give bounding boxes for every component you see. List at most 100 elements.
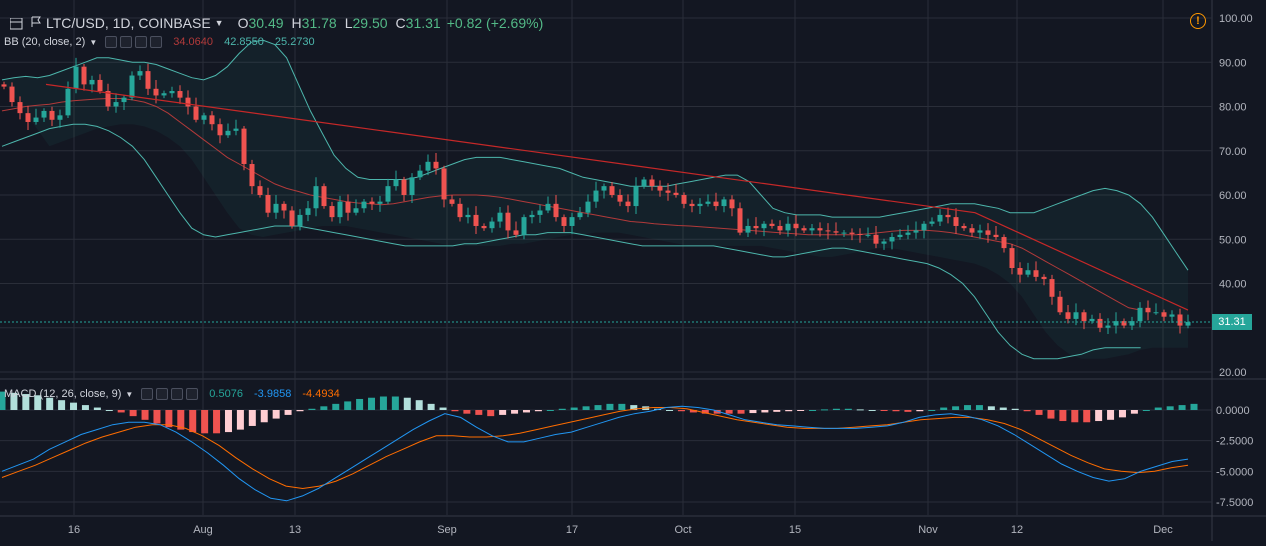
macd-hist-bar bbox=[356, 398, 364, 410]
more-icon[interactable] bbox=[171, 388, 184, 400]
macd-hist-bar bbox=[248, 410, 256, 426]
candle-body bbox=[281, 203, 287, 211]
candle-body bbox=[809, 228, 815, 231]
candle-body bbox=[521, 217, 527, 235]
macd-hist-bar bbox=[117, 410, 125, 413]
macd-hist-bar bbox=[880, 410, 888, 411]
candle-body bbox=[681, 195, 687, 204]
macd-hist-bar bbox=[10, 392, 18, 410]
macd-hist-bar bbox=[296, 410, 304, 412]
price-tick-label: 90.00 bbox=[1219, 57, 1247, 69]
macd-hist-bar bbox=[737, 410, 745, 414]
candle-body bbox=[1185, 321, 1191, 326]
candle-body bbox=[609, 186, 615, 195]
macd-hist-bar bbox=[403, 397, 411, 410]
candle-body bbox=[1033, 270, 1039, 277]
macd-hist-bar bbox=[904, 410, 912, 412]
candle-body bbox=[137, 71, 143, 76]
hide-icon[interactable] bbox=[141, 388, 154, 400]
candle-body bbox=[41, 110, 47, 118]
macd-hist-bar bbox=[1095, 410, 1103, 422]
macd-hist-bar bbox=[785, 410, 793, 412]
chevron-down-icon[interactable]: ▼ bbox=[89, 37, 98, 47]
hide-icon[interactable] bbox=[105, 36, 118, 48]
candle-body bbox=[1129, 321, 1135, 326]
macd-hist-bar bbox=[475, 410, 483, 415]
macd-hist-bar bbox=[34, 395, 42, 410]
warning-icon[interactable]: ! bbox=[1190, 13, 1206, 29]
price-tick-label: 100.00 bbox=[1219, 13, 1253, 25]
open-label: O bbox=[237, 15, 249, 31]
macd-hist-bar bbox=[677, 410, 685, 412]
candle-body bbox=[1025, 270, 1031, 275]
bb-name[interactable]: BB (20, close, 2) bbox=[4, 36, 86, 48]
bb-legend[interactable]: BB (20, close, 2) ▼ 34.0640 42.8550 25.2… bbox=[4, 36, 315, 48]
settings-icon[interactable] bbox=[156, 388, 169, 400]
macd-hist-bar bbox=[451, 410, 459, 412]
candle-body bbox=[825, 230, 831, 232]
bb-upper-value: 42.8550 bbox=[224, 36, 264, 48]
candle-body bbox=[865, 234, 871, 236]
macd-hist-bar bbox=[224, 410, 232, 433]
close-value: 31.31 bbox=[405, 15, 441, 31]
candle-body bbox=[369, 201, 375, 204]
candle-body bbox=[1065, 312, 1071, 319]
macd-tick-label: 0.0000 bbox=[1216, 405, 1250, 417]
flag-icon[interactable] bbox=[30, 15, 42, 31]
macd-hist-bar bbox=[856, 409, 864, 411]
candle-body bbox=[961, 225, 967, 229]
more-icon[interactable] bbox=[135, 36, 148, 48]
candle-body bbox=[593, 190, 599, 202]
candle-body bbox=[273, 203, 279, 213]
macd-hist-bar bbox=[1011, 408, 1019, 410]
macd-hist-bar bbox=[952, 406, 960, 410]
candle-body bbox=[1105, 325, 1111, 328]
macd-hist-bar bbox=[1071, 410, 1079, 423]
candle-body bbox=[665, 190, 671, 193]
close-icon[interactable] bbox=[150, 36, 163, 48]
candle-body bbox=[705, 201, 711, 204]
chevron-down-icon[interactable]: ▼ bbox=[125, 389, 134, 399]
macd-hist-bar bbox=[22, 394, 30, 410]
candle-body bbox=[361, 201, 367, 209]
macd-hist-bar bbox=[70, 402, 78, 410]
close-icon[interactable] bbox=[186, 388, 199, 400]
macd-hist-bar bbox=[46, 397, 54, 410]
settings-icon[interactable] bbox=[120, 36, 133, 48]
trend-line bbox=[45, 83, 1189, 311]
candle-body bbox=[225, 130, 231, 136]
macd-hist-bar bbox=[129, 410, 137, 417]
macd-name[interactable]: MACD (12, 26, close, 9) bbox=[4, 388, 122, 400]
low-value: 29.50 bbox=[352, 15, 388, 31]
macd-hist-bar bbox=[570, 407, 578, 410]
candle-body bbox=[729, 199, 735, 209]
macd-hist-bar bbox=[284, 410, 292, 415]
candle-body bbox=[497, 212, 503, 222]
macd-hist-bar bbox=[606, 403, 614, 410]
macd-hist-bar bbox=[1190, 403, 1198, 410]
macd-hist-bar bbox=[1142, 410, 1150, 411]
candle-body bbox=[857, 233, 863, 235]
symbol-title[interactable]: LTC/USD, 1D, COINBASE bbox=[46, 15, 211, 31]
candle-body bbox=[409, 177, 415, 195]
macd-hist-value: 0.5076 bbox=[209, 388, 243, 400]
candle-body bbox=[881, 241, 887, 244]
macd-hist-bar bbox=[439, 407, 447, 410]
menu-icon[interactable] bbox=[9, 17, 24, 30]
macd-line-value: -3.9858 bbox=[254, 388, 292, 400]
macd-legend[interactable]: MACD (12, 26, close, 9) ▼ 0.5076 -3.9858… bbox=[4, 388, 340, 400]
macd-line bbox=[1, 405, 1189, 502]
macd-hist-bar bbox=[928, 410, 936, 411]
candle-body bbox=[1057, 296, 1063, 313]
macd-hist-bar bbox=[1023, 410, 1031, 412]
candle-body bbox=[97, 79, 103, 92]
candle-body bbox=[601, 186, 607, 191]
macd-hist-bar bbox=[773, 410, 781, 412]
macd-hist-bar bbox=[940, 407, 948, 410]
candle-body bbox=[633, 186, 639, 207]
symbol-dropdown-icon[interactable]: ▼ bbox=[214, 18, 224, 28]
macd-hist-bar bbox=[892, 410, 900, 412]
macd-hist-bar bbox=[1118, 410, 1126, 418]
